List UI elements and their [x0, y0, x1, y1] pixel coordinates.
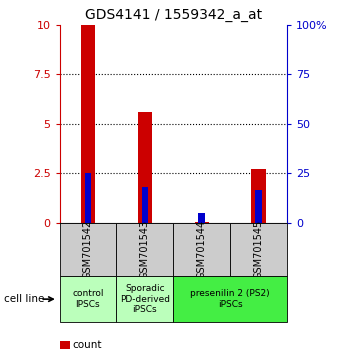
Text: GSM701543: GSM701543: [140, 220, 150, 279]
Bar: [116, 223, 173, 276]
Text: control
IPSCs: control IPSCs: [72, 290, 104, 309]
Title: GDS4141 / 1559342_a_at: GDS4141 / 1559342_a_at: [85, 8, 262, 22]
Text: cell line: cell line: [4, 294, 44, 304]
Bar: [142, 187, 148, 223]
Bar: [256, 190, 262, 223]
Bar: [60, 341, 70, 349]
Text: Sporadic
PD-derived
iPSCs: Sporadic PD-derived iPSCs: [120, 284, 170, 314]
Bar: [173, 223, 230, 276]
Text: count: count: [73, 340, 102, 350]
Text: GSM701545: GSM701545: [253, 220, 264, 279]
Bar: [173, 276, 287, 322]
Bar: [81, 25, 95, 223]
Bar: [195, 222, 209, 223]
Bar: [138, 112, 152, 223]
Text: GSM701542: GSM701542: [83, 220, 93, 279]
Bar: [116, 276, 173, 322]
Bar: [60, 223, 116, 276]
Bar: [198, 213, 205, 223]
Bar: [60, 276, 116, 322]
Text: GSM701544: GSM701544: [197, 220, 207, 279]
Bar: [230, 223, 287, 276]
Bar: [85, 173, 91, 223]
Bar: [251, 170, 266, 223]
Text: presenilin 2 (PS2)
iPSCs: presenilin 2 (PS2) iPSCs: [190, 290, 270, 309]
